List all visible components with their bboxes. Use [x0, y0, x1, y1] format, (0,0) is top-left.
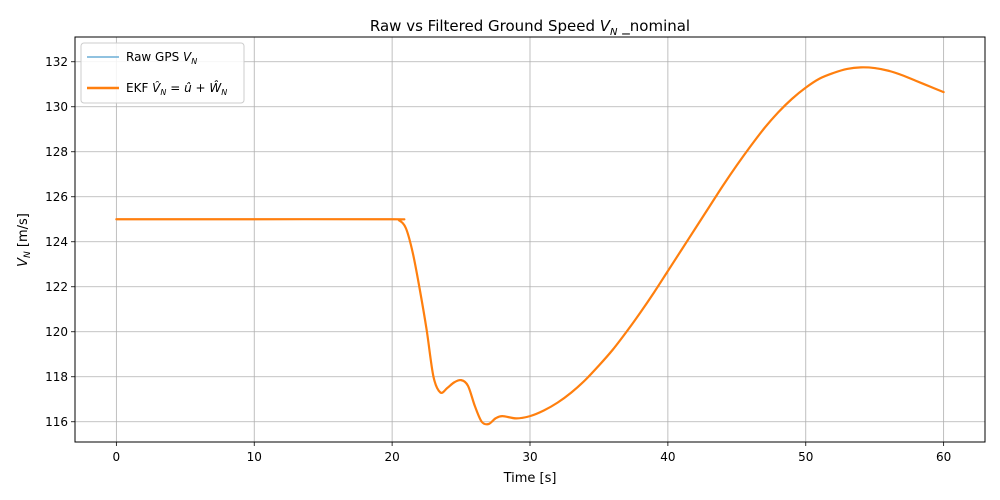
- y-axis-label: VN [m/s]: [16, 213, 33, 267]
- x-axis-ticks: 0 10 20 30 40 50 60: [113, 442, 951, 464]
- series-group: [115, 66, 945, 426]
- series-line-ekf: [115, 66, 945, 426]
- chart-title: Raw vs Filtered Ground Speed VN _nominal: [370, 17, 690, 38]
- y-tick-label: 128: [45, 145, 68, 159]
- y-axis-ticks: 116 118 120 122 124 126 128 130 132: [45, 55, 75, 429]
- y-tick-label: 124: [45, 235, 68, 249]
- legend-label-raw: Raw GPS VN: [126, 50, 197, 66]
- x-tick-label: 10: [247, 450, 262, 464]
- legend: Raw GPS VN EKF V̂N = û + ŴN: [80, 42, 245, 104]
- legend-label-ekf: EKF V̂N = û + ŴN: [126, 80, 227, 97]
- y-tick-label: 120: [45, 325, 68, 339]
- y-tick-label: 126: [45, 190, 68, 204]
- y-tick-label: 130: [45, 100, 68, 114]
- x-axis-label: Time [s]: [503, 471, 557, 486]
- x-tick-label: 0: [113, 450, 121, 464]
- y-tick-label: 116: [45, 415, 68, 429]
- x-tick-label: 60: [936, 450, 951, 464]
- grid-lines: [75, 37, 985, 442]
- y-tick-label: 132: [45, 55, 68, 69]
- y-tick-label: 118: [45, 370, 68, 384]
- x-tick-label: 40: [660, 450, 675, 464]
- x-tick-label: 20: [384, 450, 399, 464]
- y-tick-label: 122: [45, 280, 68, 294]
- legend-box: [80, 42, 245, 104]
- x-tick-label: 30: [522, 450, 537, 464]
- x-tick-label: 50: [798, 450, 813, 464]
